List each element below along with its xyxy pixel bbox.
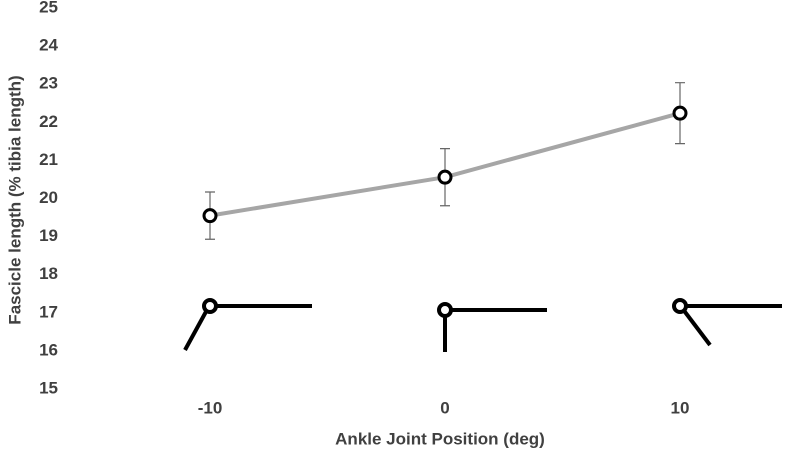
y-tick-label: 22 bbox=[39, 112, 58, 131]
icon-joint bbox=[437, 302, 453, 318]
y-tick-label: 17 bbox=[39, 302, 58, 321]
y-tick-label: 16 bbox=[39, 340, 58, 359]
y-tick-label: 25 bbox=[39, 0, 58, 16]
y-tick-label: 15 bbox=[39, 378, 58, 397]
y-tick-label: 23 bbox=[39, 74, 58, 93]
ankle-icons bbox=[183, 298, 782, 352]
y-tick-label: 18 bbox=[39, 264, 58, 283]
y-tick-label: 20 bbox=[39, 188, 58, 207]
data-point bbox=[437, 169, 453, 185]
icon-line bbox=[183, 307, 210, 351]
y-tick-label: 21 bbox=[39, 150, 58, 169]
x-axis-title: Ankle Joint Position (deg) bbox=[335, 429, 545, 448]
y-axis-title: Fascicle length (% tibia length) bbox=[5, 75, 24, 324]
icon-line bbox=[680, 306, 712, 347]
data-point bbox=[672, 105, 688, 121]
icon-joint bbox=[202, 298, 218, 314]
x-tick-label: 10 bbox=[671, 398, 690, 417]
data-point bbox=[202, 208, 218, 224]
y-tick-label: 19 bbox=[39, 226, 58, 245]
icon-joint bbox=[672, 298, 688, 314]
x-tick-label: 0 bbox=[440, 398, 449, 417]
y-tick-label: 24 bbox=[39, 36, 58, 55]
x-tick-label: -10 bbox=[198, 398, 223, 417]
